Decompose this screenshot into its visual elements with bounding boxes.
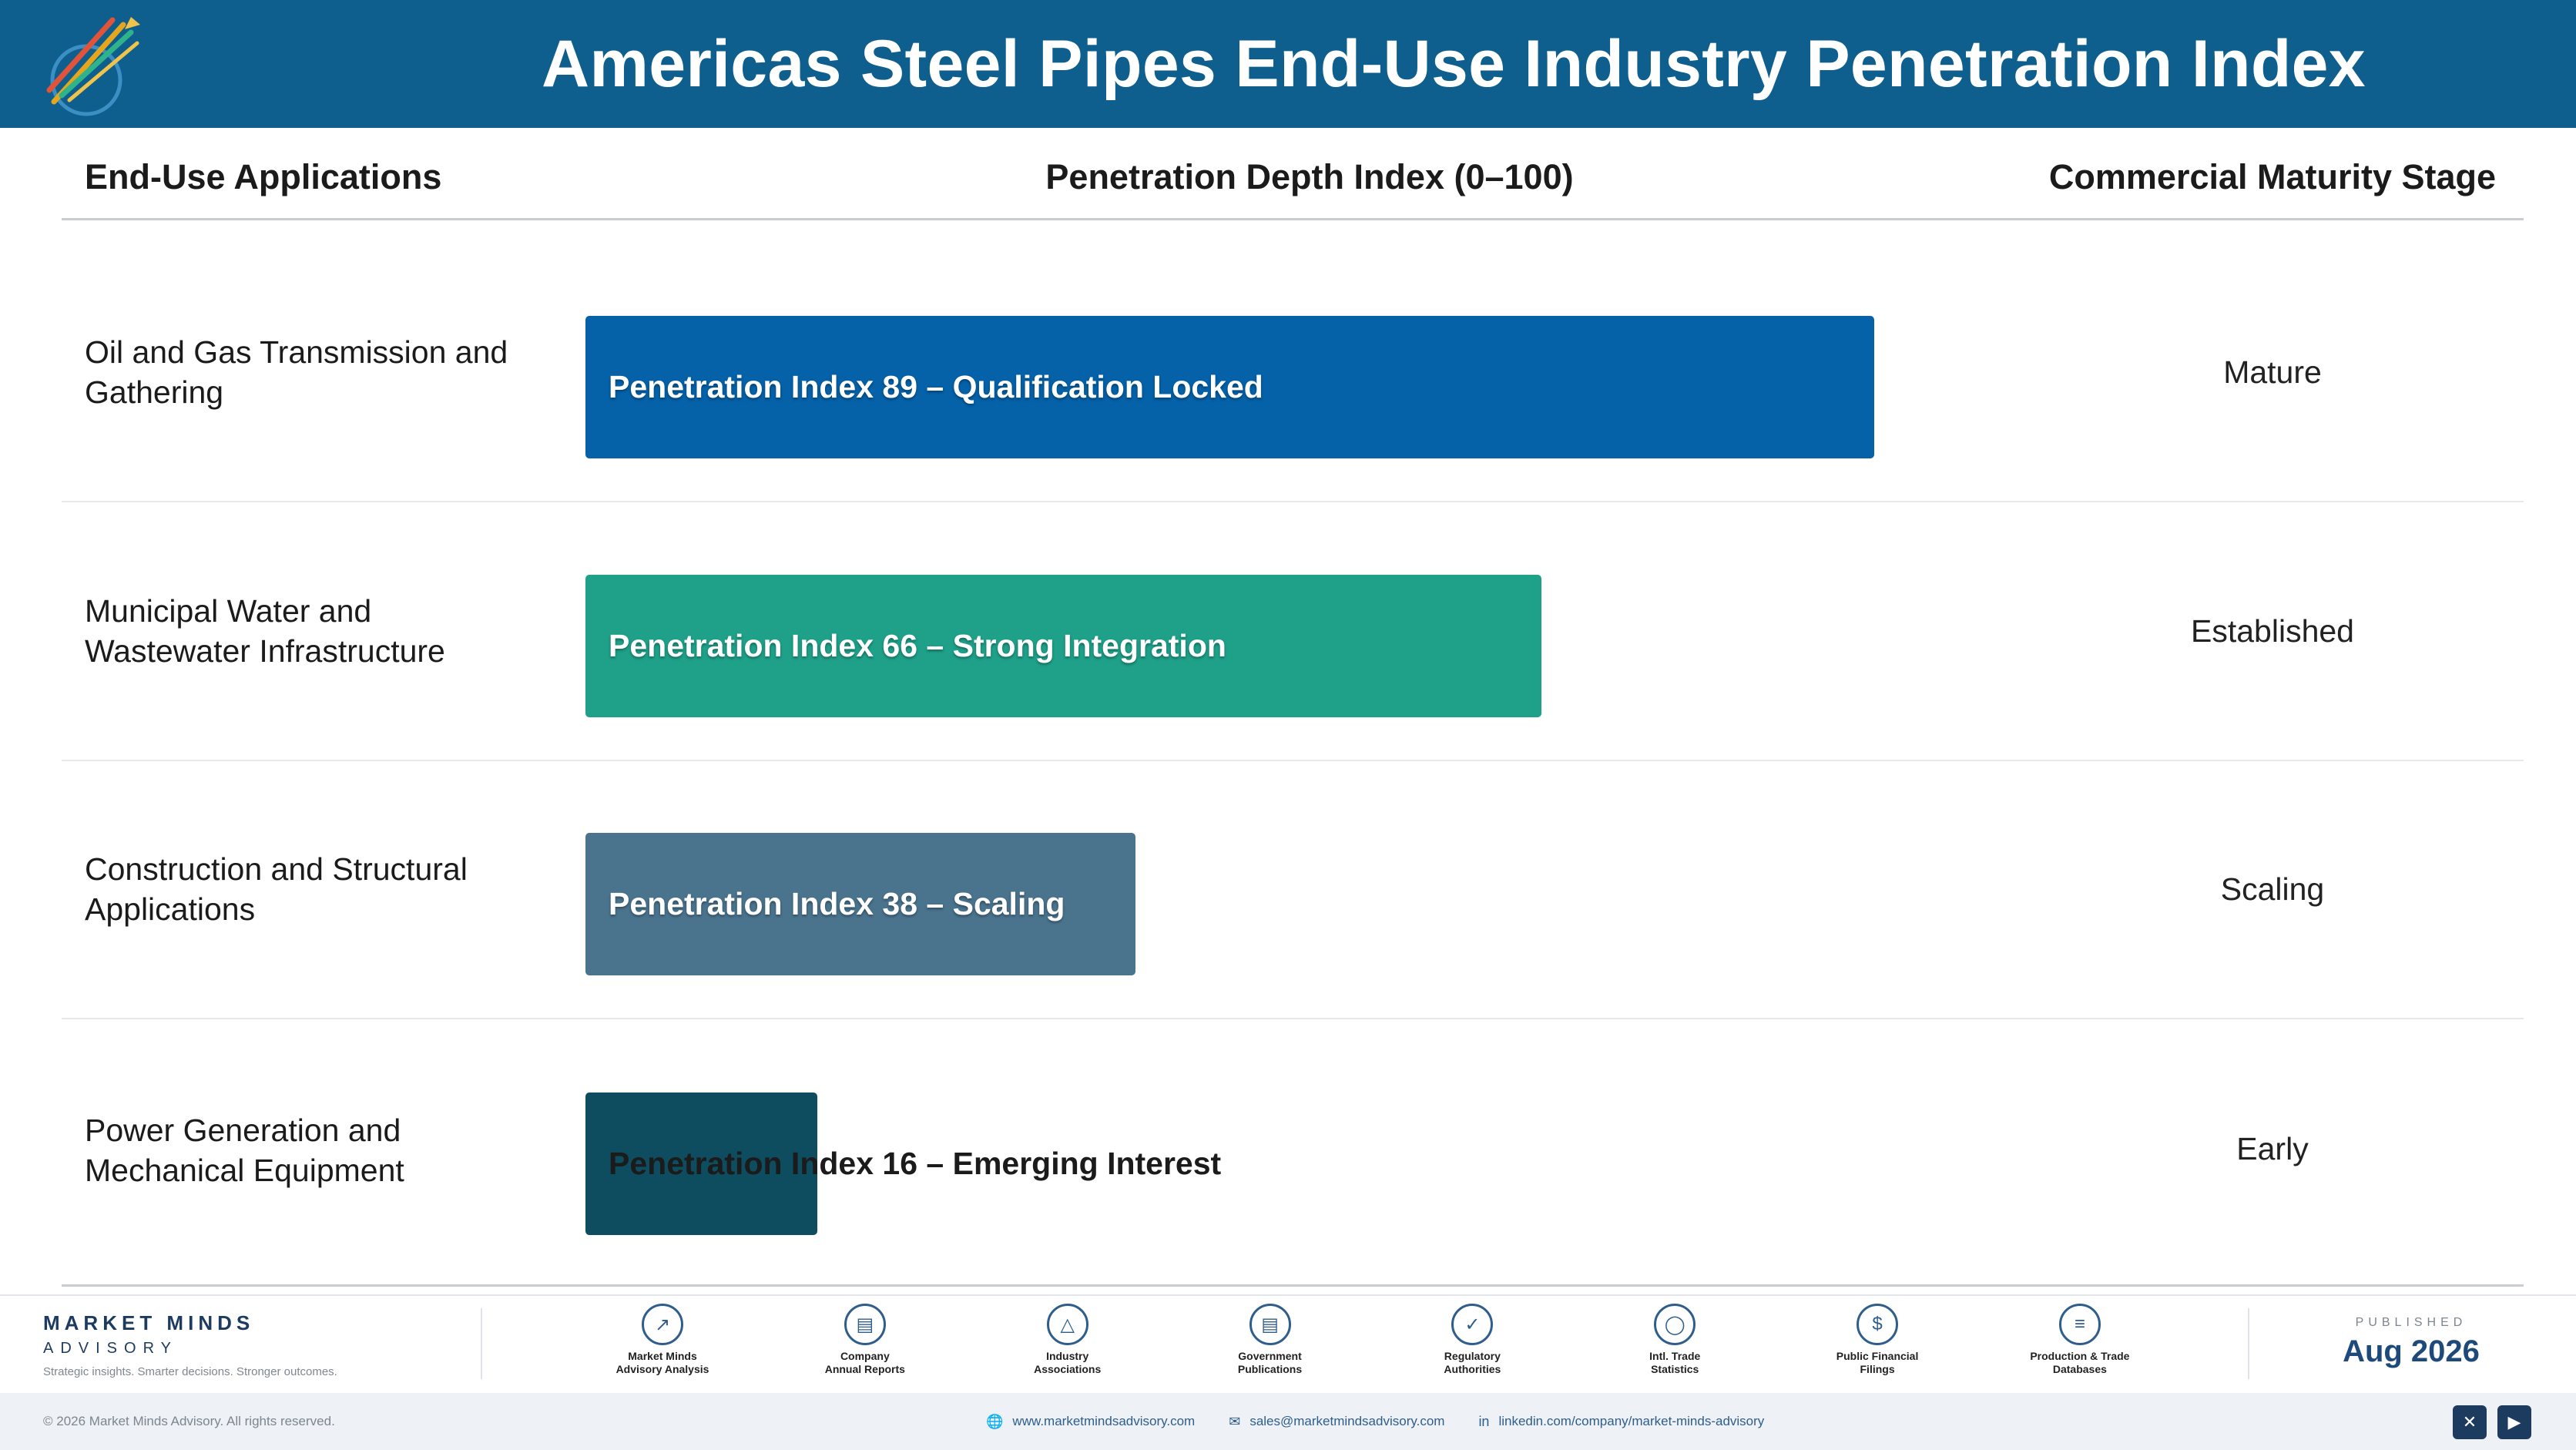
source-label: Market Minds Advisory Analysis <box>615 1350 709 1375</box>
source-label: Regulatory Authorities <box>1444 1350 1501 1375</box>
website-text: www.marketmindsadvisory.com <box>1012 1414 1196 1428</box>
row-divider <box>62 1018 2524 1019</box>
bar-track: Penetration Index 38 – Scaling <box>585 760 2034 1018</box>
source-item: $ Public Financial Filings <box>1800 1304 1954 1388</box>
source-label: Government Publications <box>1237 1350 1303 1375</box>
source-label: Intl. Trade Statistics <box>1649 1350 1701 1375</box>
column-header-applications: End-Use Applications <box>85 157 442 196</box>
column-header-stage: Commercial Maturity Stage <box>2048 157 2497 196</box>
source-list: ↗ Market Minds Advisory Analysis ▤ Company … <box>585 1304 2157 1388</box>
category-label: Oil and Gas Transmission and Gathering <box>85 334 508 410</box>
source-item: ▤ Company Annual Reports <box>788 1304 942 1388</box>
website-link[interactable]: 🌐 www.marketmindsadvisory.com <box>986 1414 1195 1430</box>
email-text: sales@marketmindsadvisory.com <box>1249 1414 1445 1428</box>
x-social-icon[interactable]: ✕ <box>2453 1405 2487 1439</box>
youtube-social-icon[interactable]: ▶ <box>2497 1405 2531 1439</box>
footer-divider <box>2248 1308 2249 1379</box>
shield-check-icon: ✓ <box>1451 1304 1494 1345</box>
row-divider <box>62 760 2524 761</box>
company-logo <box>46 17 140 116</box>
bar <box>585 833 1135 975</box>
published-block: PUBLISHED Aug 2026 <box>2280 1316 2542 1369</box>
maturity-stage: Early <box>2236 1130 2309 1166</box>
bar-data-label: Penetration Index 89 – Qualification Loc… <box>609 369 1263 404</box>
dollar-coin-icon: $ <box>1857 1304 1899 1345</box>
brand-tagline: Strategic insights. Smarter decisions. S… <box>43 1365 337 1378</box>
bar-track: Penetration Index 89 – Qualification Loc… <box>585 243 2034 501</box>
bar-data-label: Penetration Index 16 – Emerging Interest <box>609 1146 1222 1181</box>
header-divider <box>62 218 2524 220</box>
category-label: Construction and Structural Applications <box>85 851 468 927</box>
category-label: Municipal Water and Wastewater Infrastru… <box>85 593 445 669</box>
mail-icon: ✉ <box>1229 1413 1241 1429</box>
published-date: Aug 2026 <box>2343 1334 2480 1368</box>
brand-subtitle: ADVISORY <box>43 1340 178 1357</box>
linkedin-link[interactable]: in linkedin.com/company/market-minds-adv… <box>1478 1414 1764 1430</box>
globe-icon: ◯ <box>1654 1304 1696 1345</box>
network-icon: △ <box>1046 1304 1088 1345</box>
footer-divider <box>481 1308 482 1379</box>
source-label: Production & Trade Databases <box>2030 1350 2130 1375</box>
linkedin-text: linkedin.com/company/market-minds-adviso… <box>1498 1414 1765 1428</box>
page-title: Americas Steel Pipes End-Use Industry Pe… <box>542 26 2366 101</box>
maturity-stage: Established <box>2191 613 2354 649</box>
source-item: △ Industry Associations <box>991 1304 1145 1388</box>
column-header-index: Penetration Depth Index (0–100) <box>1045 157 1574 196</box>
bar <box>585 575 1541 717</box>
bar-track: Penetration Index 66 – Strong Integratio… <box>585 502 2034 760</box>
bar-data-label: Penetration Index 38 – Scaling <box>609 886 1065 921</box>
chart-bottom-divider <box>62 1284 2524 1287</box>
source-item: ↗ Market Minds Advisory Analysis <box>585 1304 740 1388</box>
chart-line-icon: ↗ <box>642 1304 683 1345</box>
footer-brand: MARKET MINDS ADVISORY Strategic insights… <box>43 1311 337 1378</box>
copyright-text: © 2026 Market Minds Advisory. All rights… <box>43 1414 335 1428</box>
source-item: ✓ Regulatory Authorities <box>1395 1304 1549 1388</box>
globe-icon: 🌐 <box>986 1413 1004 1429</box>
document-icon: ▤ <box>844 1304 886 1345</box>
bar-data-label: Penetration Index 66 – Strong Integratio… <box>609 628 1226 663</box>
bar <box>585 316 1874 458</box>
header-banner: Americas Steel Pipes End-Use Industry Pe… <box>0 0 2576 128</box>
government-building-icon: ▤ <box>1249 1304 1291 1345</box>
chart-row: Power Generation and Mechanical Equipmen… <box>62 1020 2524 1282</box>
footer: MARKET MINDS ADVISORY Strategic insights… <box>0 1294 2576 1393</box>
chart-row: Municipal Water and Wastewater Infrastru… <box>62 502 2524 761</box>
source-item: ≡ Production & Trade Databases <box>2003 1304 2157 1388</box>
database-icon: ≡ <box>2058 1304 2101 1345</box>
bar <box>585 1093 817 1235</box>
bar-track: Penetration Index 16 – Emerging Interest <box>585 1020 2034 1277</box>
source-item: ◯ Intl. Trade Statistics <box>1598 1304 1752 1388</box>
source-label: Public Financial Filings <box>1836 1350 1919 1375</box>
email-link[interactable]: ✉ sales@marketmindsadvisory.com <box>1229 1414 1444 1430</box>
brand-name: MARKET MINDS <box>43 1311 255 1334</box>
category-label: Power Generation and Mechanical Equipmen… <box>85 1113 404 1188</box>
published-label: PUBLISHED <box>2355 1316 2467 1329</box>
sub-footer: © 2026 Market Minds Advisory. All rights… <box>0 1393 2576 1450</box>
maturity-stage: Mature <box>2223 354 2322 390</box>
row-divider <box>62 501 2524 502</box>
contact-links: 🌐 www.marketmindsadvisory.com ✉ sales@ma… <box>986 1393 1798 1450</box>
chart-row: Oil and Gas Transmission and Gathering Pe… <box>62 243 2524 502</box>
source-item: ▤ Government Publications <box>1193 1304 1347 1388</box>
maturity-stage: Scaling <box>2220 871 2325 907</box>
linkedin-icon: in <box>1478 1413 1490 1429</box>
source-label: Industry Associations <box>1034 1350 1102 1375</box>
source-label: Company Annual Reports <box>824 1350 905 1375</box>
chart-row: Construction and Structural Applications… <box>62 760 2524 1019</box>
